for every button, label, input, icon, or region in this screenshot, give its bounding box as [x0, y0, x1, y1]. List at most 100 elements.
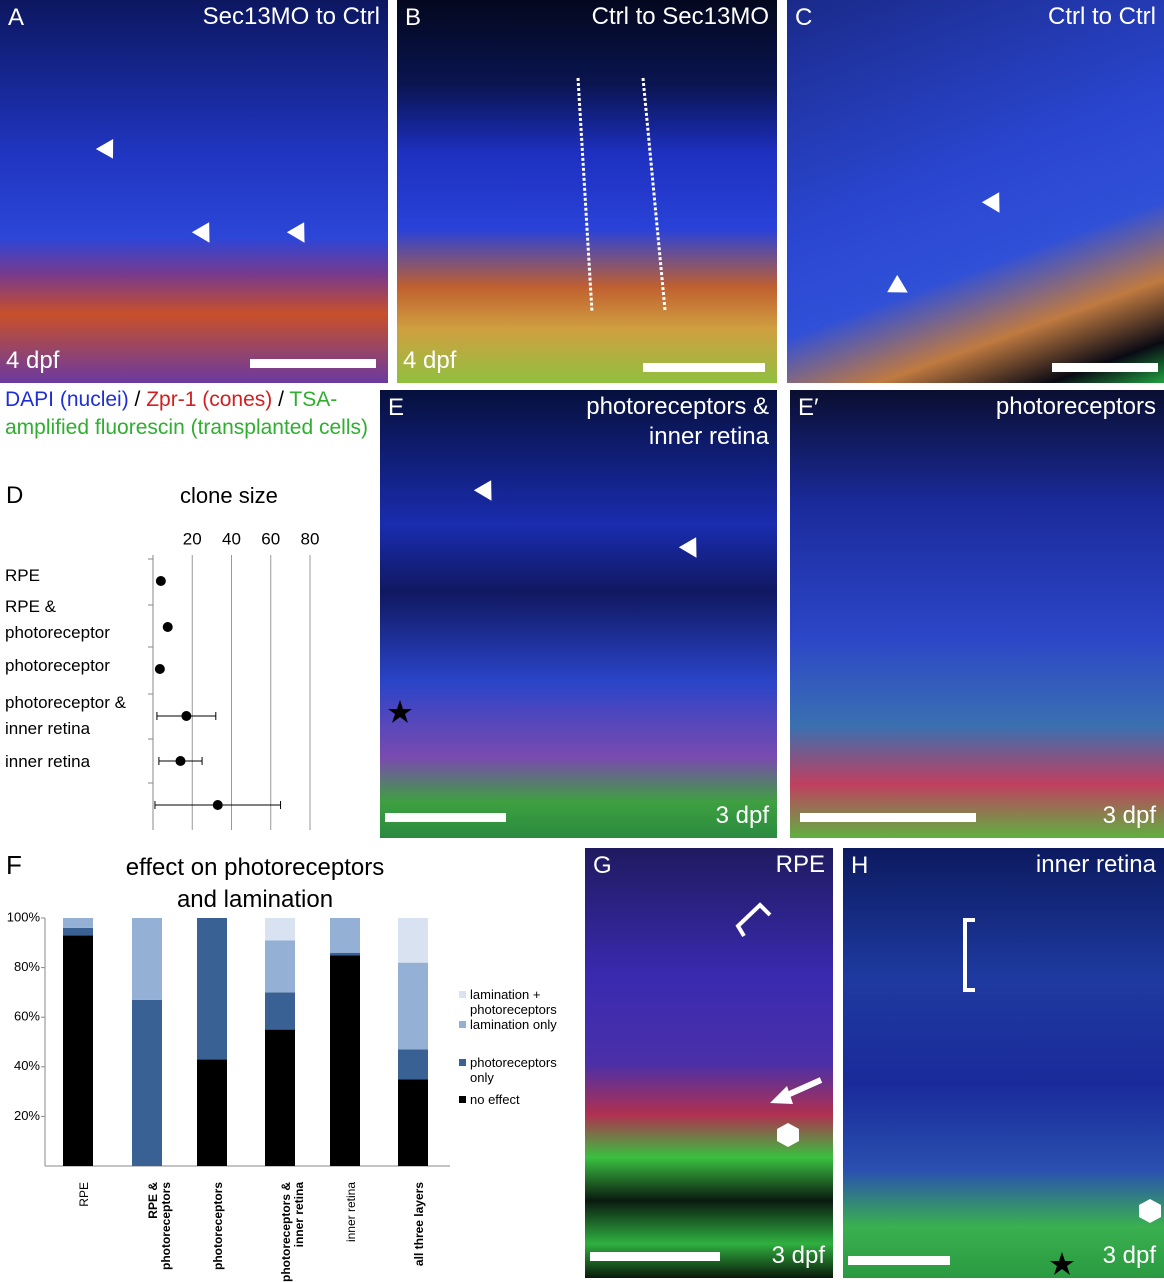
- star: [1050, 1252, 1074, 1275]
- y-tick-label: 20%: [14, 1108, 40, 1123]
- panel-label: E: [388, 394, 405, 421]
- x-tick-label: 40: [222, 529, 241, 548]
- bar-segment: [398, 962, 428, 1050]
- micrograph: [585, 848, 833, 1278]
- arrowhead: [770, 1086, 793, 1104]
- bar-segment: [265, 992, 295, 1030]
- bar-segment: [330, 918, 360, 953]
- arrow: [783, 1077, 823, 1099]
- legend-swatch: [459, 1021, 466, 1028]
- bar-segment: [265, 940, 295, 993]
- y-tick-label: 100%: [7, 909, 41, 924]
- stage-label: 3 dpf: [1102, 802, 1156, 829]
- bar-segment: [197, 1059, 227, 1166]
- x-tick-label: 20: [183, 529, 202, 548]
- dot: [212, 800, 223, 810]
- panel-caption: RPE: [775, 851, 825, 878]
- hexagon: [1139, 1199, 1161, 1223]
- dot: [155, 576, 166, 586]
- panel-caption: Ctrl to Sec13MO: [591, 3, 769, 30]
- y-tick-label: 80%: [14, 959, 40, 974]
- dot: [162, 622, 173, 632]
- dot: [154, 664, 165, 674]
- arrowhead: [887, 274, 908, 293]
- legend-swatch: [459, 1059, 466, 1066]
- arrowhead: [286, 222, 305, 243]
- arrowhead: [191, 222, 210, 243]
- micrograph: [397, 0, 777, 383]
- stage-label: 3 dpf: [715, 802, 769, 829]
- arrowhead: [981, 192, 1000, 213]
- bar-segment: [398, 918, 428, 963]
- legend-label: lamination + photoreceptors: [470, 987, 557, 1017]
- scale-bar: [250, 359, 376, 368]
- legend-label: photoreceptors only: [470, 1055, 557, 1085]
- panel-caption: Ctrl to Ctrl: [1048, 3, 1156, 30]
- micrograph: [380, 390, 777, 838]
- stain-legend: DAPI (nuclei) / Zpr-1 (cones) / TSA-ampl…: [5, 386, 377, 442]
- scale-bar: [848, 1256, 950, 1265]
- category-label: RPE: [5, 566, 40, 585]
- bracket: [963, 918, 975, 992]
- legend-text: Zpr-1 (cones): [146, 388, 273, 411]
- scale-bar: [1052, 363, 1158, 372]
- x-tick-label: 60: [261, 529, 280, 548]
- dot: [181, 711, 192, 721]
- panel-label: F: [6, 850, 22, 880]
- legend-text: TSA-amplified fluorescin (transplanted c…: [5, 388, 368, 439]
- legend-text: /: [128, 388, 147, 411]
- bar-segment: [132, 999, 162, 1166]
- panel-label: A: [8, 4, 25, 31]
- arrowhead: [473, 480, 492, 501]
- chart-title: effect on photoreceptors and lamination: [125, 854, 385, 913]
- arrowhead: [678, 537, 697, 558]
- stage-label: 4 dpf: [403, 347, 457, 374]
- stage-label: 3 dpf: [771, 1242, 825, 1269]
- panel-label: E′: [798, 394, 819, 421]
- category-label: RPE & photoreceptor: [5, 597, 110, 642]
- dashed-line: [576, 77, 594, 313]
- star: [388, 700, 412, 723]
- x-tick-label: 80: [301, 529, 320, 548]
- y-tick-label: 40%: [14, 1058, 40, 1073]
- panel-caption: photoreceptors & inner retina: [586, 393, 769, 450]
- bar-segment: [330, 952, 360, 956]
- scale-bar: [590, 1252, 720, 1261]
- category-label: photoreceptor: [5, 656, 110, 675]
- scale-bar: [385, 813, 506, 822]
- stage-label: 3 dpf: [1102, 1242, 1156, 1269]
- panel-label: B: [405, 4, 422, 31]
- bar-segment: [265, 918, 295, 941]
- bar-segment: [63, 918, 93, 928]
- legend-text: DAPI (nuclei): [5, 388, 129, 411]
- arrowhead: [95, 138, 114, 159]
- category-label: photoreceptor & inner retina: [5, 693, 126, 738]
- bar-segment: [265, 1029, 295, 1166]
- bar-segment: [132, 918, 162, 1000]
- micrograph: [843, 848, 1164, 1278]
- panel-caption: inner retina: [1035, 851, 1156, 878]
- bar-segment: [63, 935, 93, 1166]
- dashed-line: [641, 77, 667, 311]
- panel-label: C: [795, 4, 813, 31]
- panel-caption: Sec13MO to Ctrl: [202, 3, 380, 30]
- panel-label: D: [6, 482, 24, 509]
- hexagon: [777, 1123, 799, 1147]
- bar-segment: [398, 1079, 428, 1166]
- legend-swatch: [459, 991, 466, 998]
- bar-segment: [398, 1049, 428, 1080]
- panel-label: G: [593, 852, 612, 879]
- dot: [175, 756, 186, 766]
- legend-label: no effect: [470, 1092, 520, 1107]
- panel-label: H: [851, 852, 869, 879]
- panel-caption: photoreceptors: [995, 393, 1156, 420]
- y-tick-label: 60%: [14, 1009, 40, 1024]
- scale-bar: [643, 363, 765, 372]
- bar-segment: [330, 955, 360, 1166]
- micrograph: [790, 390, 1164, 838]
- bracket: [735, 902, 772, 938]
- stage-label: 4 dpf: [6, 347, 60, 374]
- legend-text: /: [272, 388, 290, 411]
